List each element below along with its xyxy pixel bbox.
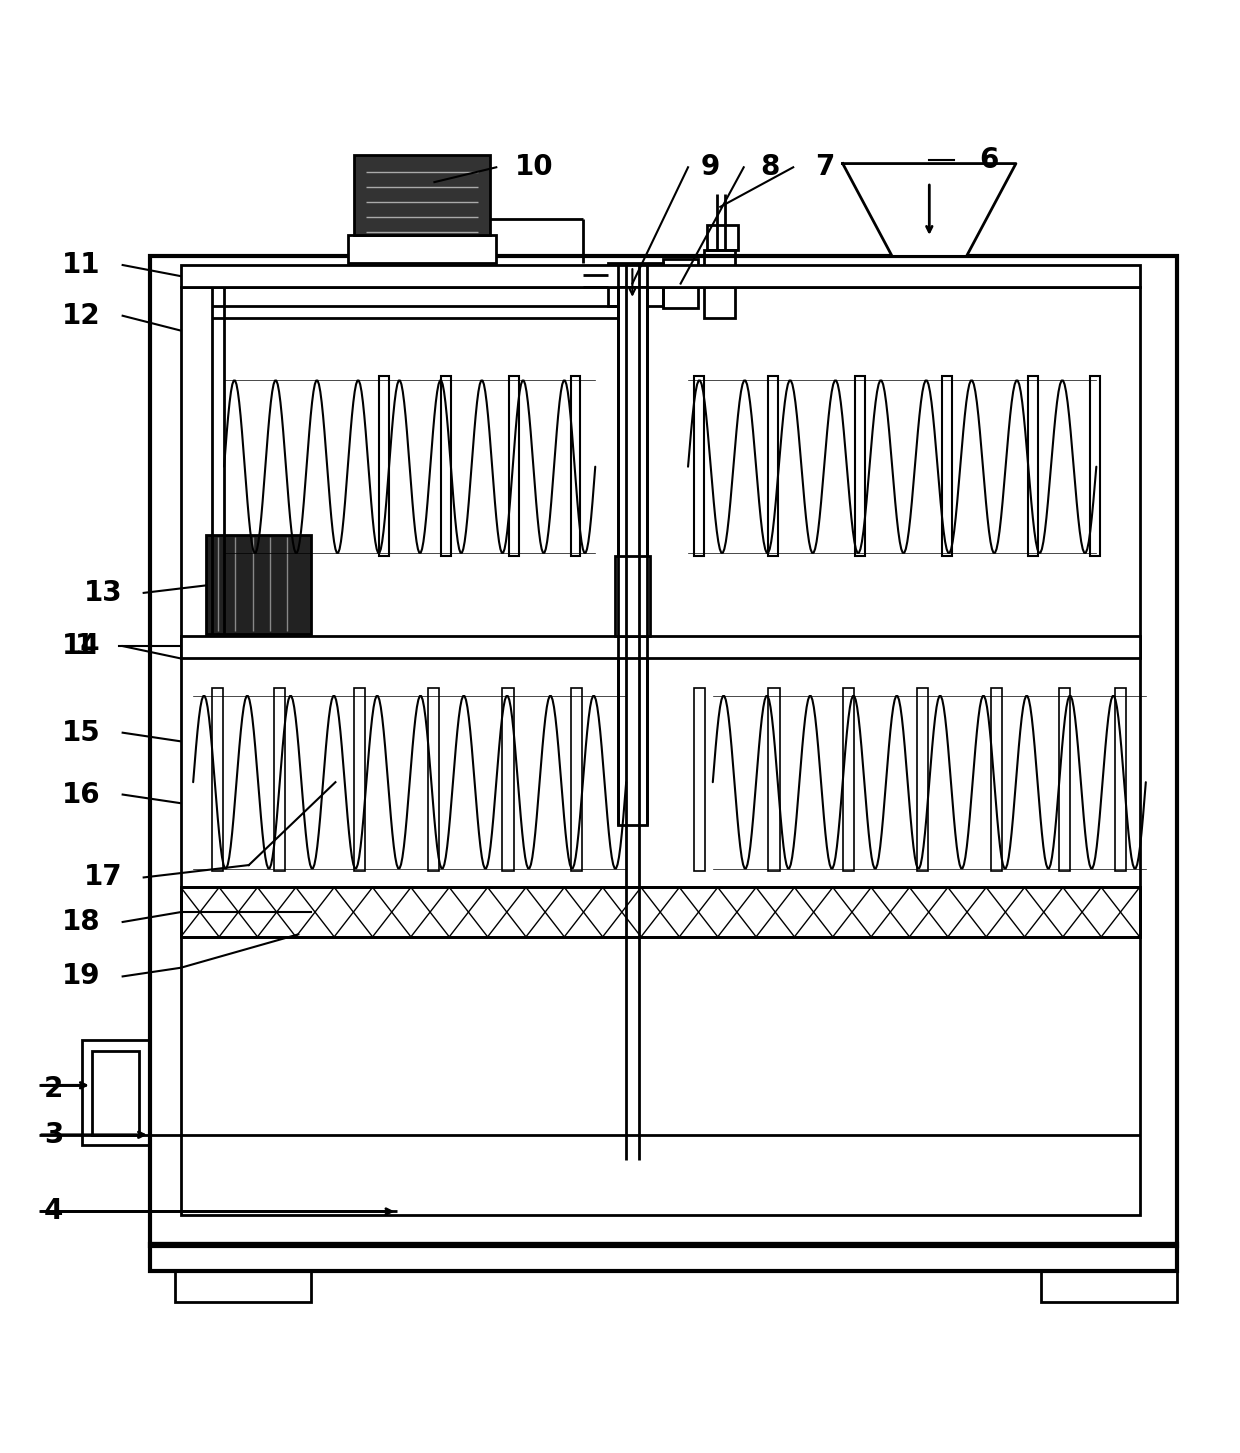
Bar [428, 689, 439, 872]
Bar [347, 235, 496, 263]
Bar [274, 689, 285, 872]
Polygon shape [843, 164, 1016, 256]
Bar [212, 689, 223, 872]
Bar [608, 263, 663, 305]
Bar [916, 689, 928, 872]
Bar [206, 535, 311, 634]
Bar [707, 225, 738, 250]
Bar [150, 256, 1177, 1247]
Bar [508, 376, 518, 555]
Text: 2: 2 [43, 1075, 63, 1103]
Bar [353, 155, 490, 235]
Bar [181, 288, 1140, 1215]
Text: 11: 11 [62, 251, 100, 279]
Text: 1: 1 [74, 632, 94, 660]
Text: 9: 9 [701, 153, 719, 182]
Bar [570, 689, 582, 872]
Text: 14: 14 [62, 632, 100, 660]
Text: 16: 16 [62, 780, 100, 808]
Bar [618, 288, 647, 825]
Bar [82, 1039, 150, 1145]
Bar [440, 376, 450, 555]
Text: 18: 18 [62, 908, 100, 936]
Bar [704, 250, 735, 318]
Bar [1115, 689, 1126, 872]
Text: 10: 10 [515, 153, 553, 182]
Bar [150, 1244, 1177, 1271]
Bar [502, 689, 513, 872]
Bar [175, 1271, 311, 1302]
Text: 4: 4 [43, 1197, 63, 1225]
Bar [769, 689, 780, 872]
Bar [181, 636, 1140, 658]
Bar [991, 689, 1002, 872]
Text: 6: 6 [978, 145, 998, 174]
Text: 3: 3 [43, 1120, 63, 1149]
Bar [694, 376, 704, 555]
Text: 7: 7 [816, 153, 835, 182]
Bar [378, 376, 388, 555]
Bar [694, 689, 706, 872]
Text: 8: 8 [760, 153, 779, 182]
Bar [615, 555, 650, 636]
Bar [663, 259, 698, 308]
Bar [181, 888, 1140, 937]
Text: 19: 19 [62, 962, 100, 991]
Bar [1028, 376, 1038, 555]
Text: 15: 15 [62, 719, 100, 747]
Text: 17: 17 [84, 863, 123, 892]
Bar [941, 376, 951, 555]
Bar [353, 689, 365, 872]
Bar [1059, 689, 1070, 872]
Bar [181, 888, 1140, 937]
Bar [1090, 376, 1100, 555]
Bar [181, 264, 1140, 288]
Text: 12: 12 [62, 302, 100, 330]
Bar [1040, 1271, 1177, 1302]
Bar [92, 1051, 139, 1135]
Text: 13: 13 [84, 578, 123, 607]
Bar [570, 376, 580, 555]
Bar [843, 689, 854, 872]
Bar [856, 376, 866, 555]
Bar [769, 376, 779, 555]
